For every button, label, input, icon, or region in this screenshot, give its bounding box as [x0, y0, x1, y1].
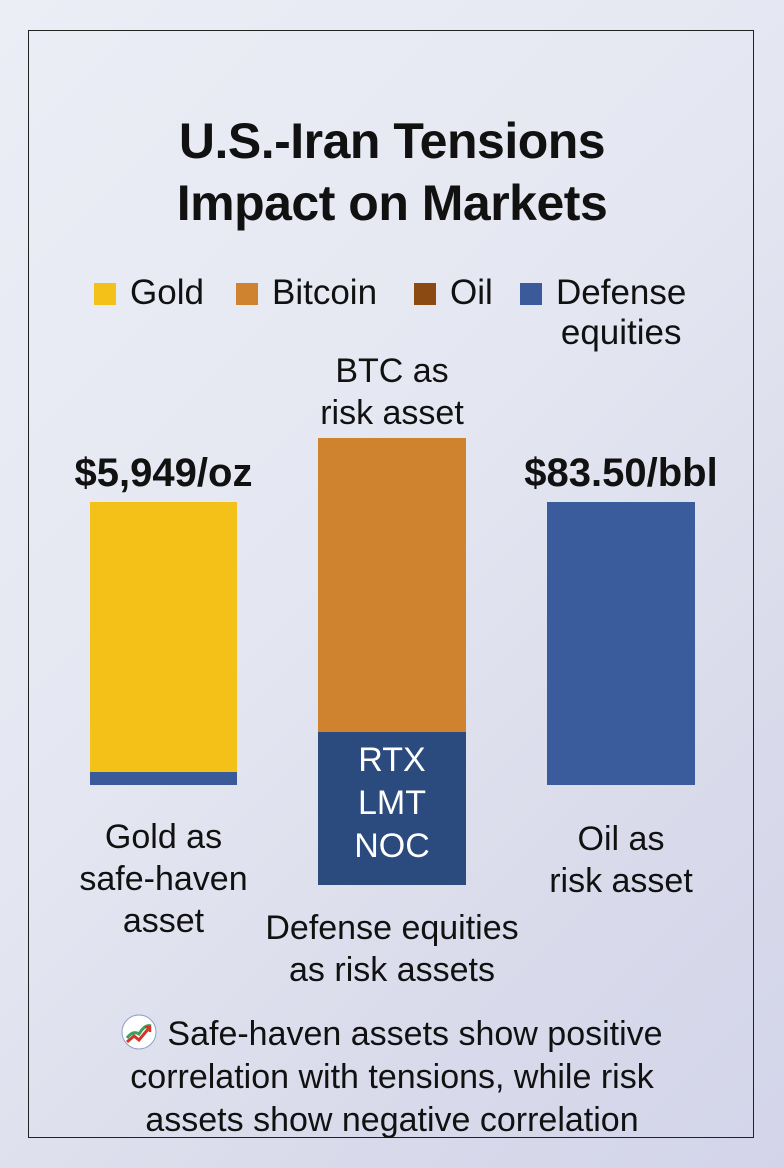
legend-label-defense-line-2: equities [560, 313, 682, 352]
legend-item-defense-equities: Defense equities [520, 273, 686, 353]
annotation-btc-line-1: BTC as [335, 352, 449, 390]
legend-item-gold: Gold [94, 273, 204, 313]
value-label-gold: $5,949/oz [74, 451, 253, 495]
legend-swatch-gold [94, 283, 116, 305]
bar-gold-main [90, 502, 237, 772]
legend-label-defense-equities: Defense equities [556, 273, 686, 353]
caption-gold-line-3: asset [122, 902, 205, 940]
value-label-oil: $83.50/bbl [524, 451, 718, 495]
caption-defense-equities: Defense equities as risk assets [212, 907, 572, 991]
bar-bitcoin [318, 438, 466, 732]
legend-label-bitcoin: Bitcoin [272, 273, 378, 312]
ticker-lmt: LMT [358, 784, 426, 822]
legend-item-bitcoin: Bitcoin [236, 273, 377, 313]
chart-title-line-2: Impact on Markets [176, 175, 608, 231]
chart-trend-icon [121, 1014, 157, 1050]
footer-note: Safe-haven assets show positive correlat… [40, 1013, 744, 1142]
bar-gold-defense-strip [90, 772, 237, 785]
chart-frame [28, 30, 754, 1138]
caption-gold-line-1: Gold as [104, 818, 223, 856]
caption-oil-line-2: risk asset [549, 862, 693, 900]
caption-gold-line-2: safe-haven [79, 860, 248, 898]
legend-swatch-oil [414, 283, 436, 305]
bar-oil [547, 502, 695, 785]
caption-defense-line-1: Defense equities [265, 909, 519, 947]
ticker-noc: NOC [354, 827, 430, 865]
legend-item-oil: Oil [414, 273, 493, 313]
footer-line-3: assets show negative correlation [145, 1101, 639, 1139]
chart-title: U.S.-Iran Tensions Impact on Markets [0, 110, 784, 234]
annotation-btc-risk-asset: BTC as risk asset [300, 350, 484, 434]
legend-label-oil: Oil [450, 273, 493, 312]
annotation-btc-line-2: risk asset [320, 394, 464, 432]
caption-gold: Gold as safe-haven asset [40, 816, 287, 942]
bar-defense-equities [318, 732, 466, 885]
footer-line-1: Safe-haven assets show positive [40, 1013, 744, 1056]
legend-label-defense-line-1: Defense [556, 273, 687, 312]
legend-swatch-bitcoin [236, 283, 258, 305]
ticker-rtx: RTX [358, 741, 426, 779]
legend-swatch-defense-equities [520, 283, 542, 305]
caption-oil-line-1: Oil as [577, 820, 665, 858]
legend-label-gold: Gold [130, 273, 204, 312]
footer-text-line-1: Safe-haven assets show positive [167, 1015, 663, 1053]
chart-title-line-1: U.S.-Iran Tensions [178, 113, 606, 169]
caption-oil: Oil as risk asset [490, 818, 752, 902]
defense-tickers: RTX LMT NOC [318, 739, 466, 868]
caption-defense-line-2: as risk assets [289, 951, 495, 989]
footer-line-2: correlation with tensions, while risk [130, 1058, 654, 1096]
